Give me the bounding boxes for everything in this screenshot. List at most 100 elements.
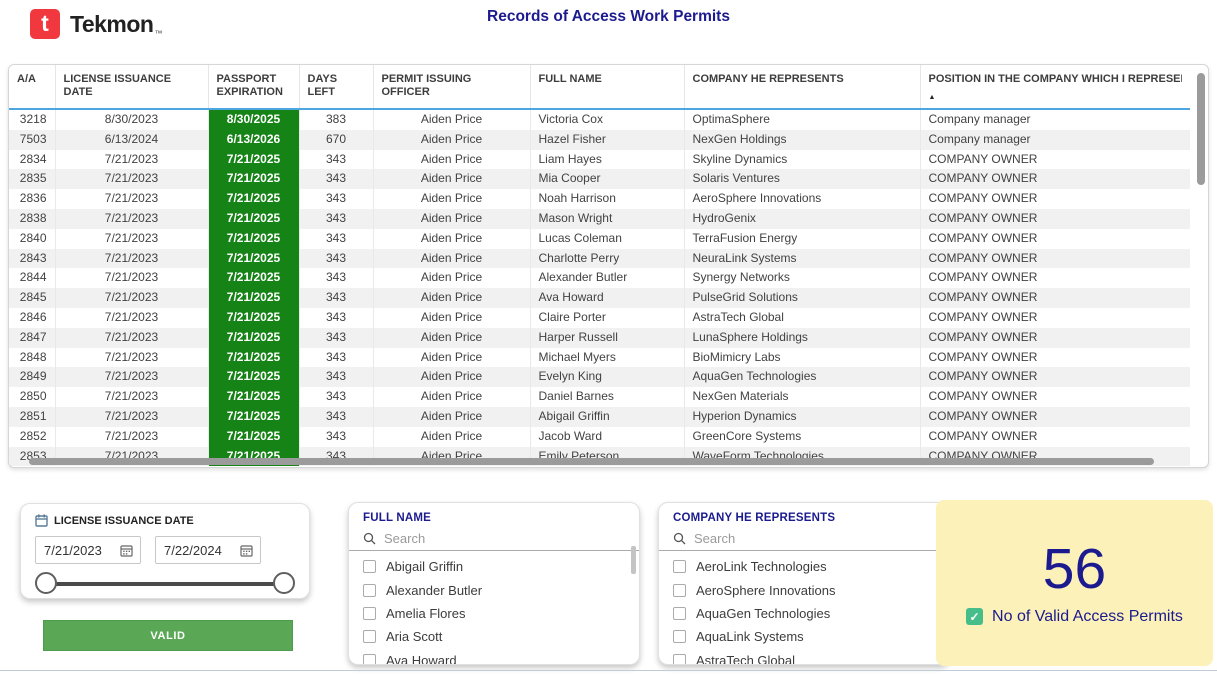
column-header-aa[interactable]: A/A (9, 65, 55, 109)
cell-position: COMPANY OWNER (919, 387, 1190, 407)
cell-days-left: 343 (298, 288, 373, 308)
table-row[interactable]: 2845 7/21/2023 7/21/2025 343 Aiden Price… (9, 288, 1190, 308)
cell-full-name: Harper Russell (529, 327, 684, 348)
slicer-list-item[interactable]: AquaGen Technologies (673, 602, 935, 625)
table-row[interactable]: 2835 7/21/2023 7/21/2025 343 Aiden Price… (9, 169, 1190, 190)
cell-officer: Aiden Price (372, 307, 530, 328)
column-header-officer[interactable]: PERMIT ISSUING OFFICER (372, 65, 530, 109)
cell-passport-expiration: 7/21/2025 (207, 268, 299, 289)
slicer-item-label: AquaLink Systems (696, 629, 804, 645)
column-header-days-left[interactable]: DAYS LEFT (298, 65, 373, 109)
table-row[interactable]: 2840 7/21/2023 7/21/2025 343 Aiden Price… (9, 228, 1190, 249)
table-horizontal-scrollbar[interactable] (29, 458, 1154, 465)
calendar-icon (35, 514, 48, 527)
checkbox[interactable] (363, 630, 376, 644)
slicer-list-item[interactable]: AeroLink Technologies (673, 555, 935, 578)
cell-company: PulseGrid Solutions (683, 288, 920, 308)
cell-company: AstraTech Global (683, 307, 920, 328)
checkbox[interactable] (363, 583, 376, 597)
date-start-input[interactable] (44, 542, 116, 558)
valid-permits-kpi-card: 56 ✓ No of Valid Access Permits (936, 500, 1213, 666)
cell-aa: 2849 (19, 369, 47, 384)
slicer-list-item[interactable]: AquaLink Systems (673, 625, 935, 648)
table-row[interactable]: 2852 7/21/2023 7/21/2025 343 Aiden Price… (9, 426, 1190, 447)
slider-handle-start[interactable] (35, 572, 57, 594)
cell-position: Company manager (919, 109, 1190, 130)
column-header-passport-expiration[interactable]: PASSPORT EXPIRATION (207, 65, 299, 109)
checkbox[interactable] (363, 560, 376, 574)
table-vertical-scrollbar[interactable] (1197, 73, 1205, 185)
table-row[interactable]: 2843 7/21/2023 7/21/2025 343 Aiden Price… (9, 248, 1190, 269)
cell-company: Synergy Networks (683, 268, 920, 289)
sort-ascending-icon[interactable]: ▲ (928, 94, 936, 101)
cell-position: COMPANY OWNER (919, 248, 1190, 269)
slider-track[interactable] (45, 582, 285, 586)
cell-company: LunaSphere Holdings (683, 327, 920, 348)
table-row[interactable]: 2847 7/21/2023 7/21/2025 343 Aiden Price… (9, 327, 1190, 348)
table-row[interactable]: 2838 7/21/2023 7/21/2025 343 Aiden Price… (9, 208, 1190, 229)
cell-position: COMPANY OWNER (919, 268, 1190, 289)
cell-company: TerraFusion Energy (683, 228, 920, 249)
checkbox[interactable] (673, 653, 686, 664)
calendar-picker-icon[interactable] (120, 544, 133, 557)
checkbox[interactable] (363, 606, 376, 620)
column-header-full-name[interactable]: FULL NAME (529, 65, 684, 109)
slicer-list-item[interactable]: AeroSphere Innovations (673, 578, 935, 601)
slider-handle-end[interactable] (273, 572, 295, 594)
cell-officer: Aiden Price (372, 288, 530, 308)
column-header-position[interactable]: POSITION IN THE COMPANY WHICH I REPRESEN… (919, 65, 1190, 109)
column-header-license-date[interactable]: LICENSE ISSUANCE DATE (54, 65, 208, 109)
cell-aa: 2834 (19, 151, 47, 166)
column-header-company[interactable]: COMPANY HE REPRESENTS (683, 65, 920, 109)
full-name-search-input[interactable] (384, 530, 625, 546)
cell-officer: Aiden Price (372, 268, 530, 289)
slicer-list-item[interactable]: Ava Howard (363, 649, 625, 664)
table-row[interactable]: 2834 7/21/2023 7/21/2025 343 Aiden Price… (9, 149, 1190, 170)
trademark-symbol: ™ (154, 28, 163, 38)
slicer-list-item[interactable]: Amelia Flores (363, 602, 625, 625)
table-row[interactable]: 2836 7/21/2023 7/21/2025 343 Aiden Price… (9, 189, 1190, 209)
checkbox[interactable] (673, 583, 686, 597)
table-row[interactable]: 3218 8/30/2023 8/30/2025 383 Aiden Price… (9, 109, 1190, 130)
slicer-list-item[interactable]: Aria Scott (363, 625, 625, 648)
cell-license-date: 7/21/2023 (54, 228, 208, 249)
table-row[interactable]: 2846 7/21/2023 7/21/2025 343 Aiden Price… (9, 307, 1190, 328)
cell-officer: Aiden Price (372, 228, 530, 249)
cell-passport-expiration: 6/13/2026 (207, 129, 299, 150)
cell-days-left: 343 (298, 149, 373, 170)
calendar-picker-icon[interactable] (240, 544, 253, 557)
cell-license-date: 7/21/2023 (54, 426, 208, 447)
checkbox[interactable] (673, 560, 686, 574)
table-body: 3218 8/30/2023 8/30/2025 383 Aiden Price… (9, 109, 1190, 467)
cell-days-left: 343 (298, 406, 373, 427)
cell-officer: Aiden Price (372, 189, 530, 209)
cell-position: COMPANY OWNER (919, 347, 1190, 368)
cell-days-left: 343 (298, 169, 373, 190)
checkbox[interactable] (673, 630, 686, 644)
cell-company: HydroGenix (683, 208, 920, 229)
slicer-list-item[interactable]: Abigail Griffin (363, 555, 625, 578)
tekmon-logo-icon: t (30, 9, 60, 39)
full-name-list-scrollbar[interactable] (631, 546, 636, 574)
cell-position: Company manager (919, 129, 1190, 150)
date-end-input[interactable] (164, 542, 236, 558)
full-name-slicer-title: FULL NAME (363, 512, 432, 524)
valid-filter-button[interactable]: VALID (43, 620, 293, 651)
cell-officer: Aiden Price (372, 426, 530, 447)
slicer-list-item[interactable]: AstraTech Global (673, 649, 935, 664)
slicer-list-item[interactable]: Alexander Butler (363, 578, 625, 601)
cell-passport-expiration: 7/21/2025 (207, 228, 299, 249)
table-row[interactable]: 7503 6/13/2024 6/13/2026 670 Aiden Price… (9, 129, 1190, 150)
table-row[interactable]: 2849 7/21/2023 7/21/2025 343 Aiden Price… (9, 367, 1190, 388)
table-row[interactable]: 2844 7/21/2023 7/21/2025 343 Aiden Price… (9, 268, 1190, 289)
table-row[interactable]: 2850 7/21/2023 7/21/2025 343 Aiden Price… (9, 387, 1190, 407)
checkbox[interactable] (363, 653, 376, 664)
cell-officer: Aiden Price (372, 169, 530, 190)
cell-full-name: Liam Hayes (529, 149, 684, 170)
cell-full-name: Alexander Butler (529, 268, 684, 289)
table-row[interactable]: 2848 7/21/2023 7/21/2025 343 Aiden Price… (9, 347, 1190, 368)
checkbox[interactable] (673, 606, 686, 620)
company-search-input[interactable] (694, 530, 935, 546)
cell-passport-expiration: 7/21/2025 (207, 149, 299, 170)
table-row[interactable]: 2851 7/21/2023 7/21/2025 343 Aiden Price… (9, 406, 1190, 427)
